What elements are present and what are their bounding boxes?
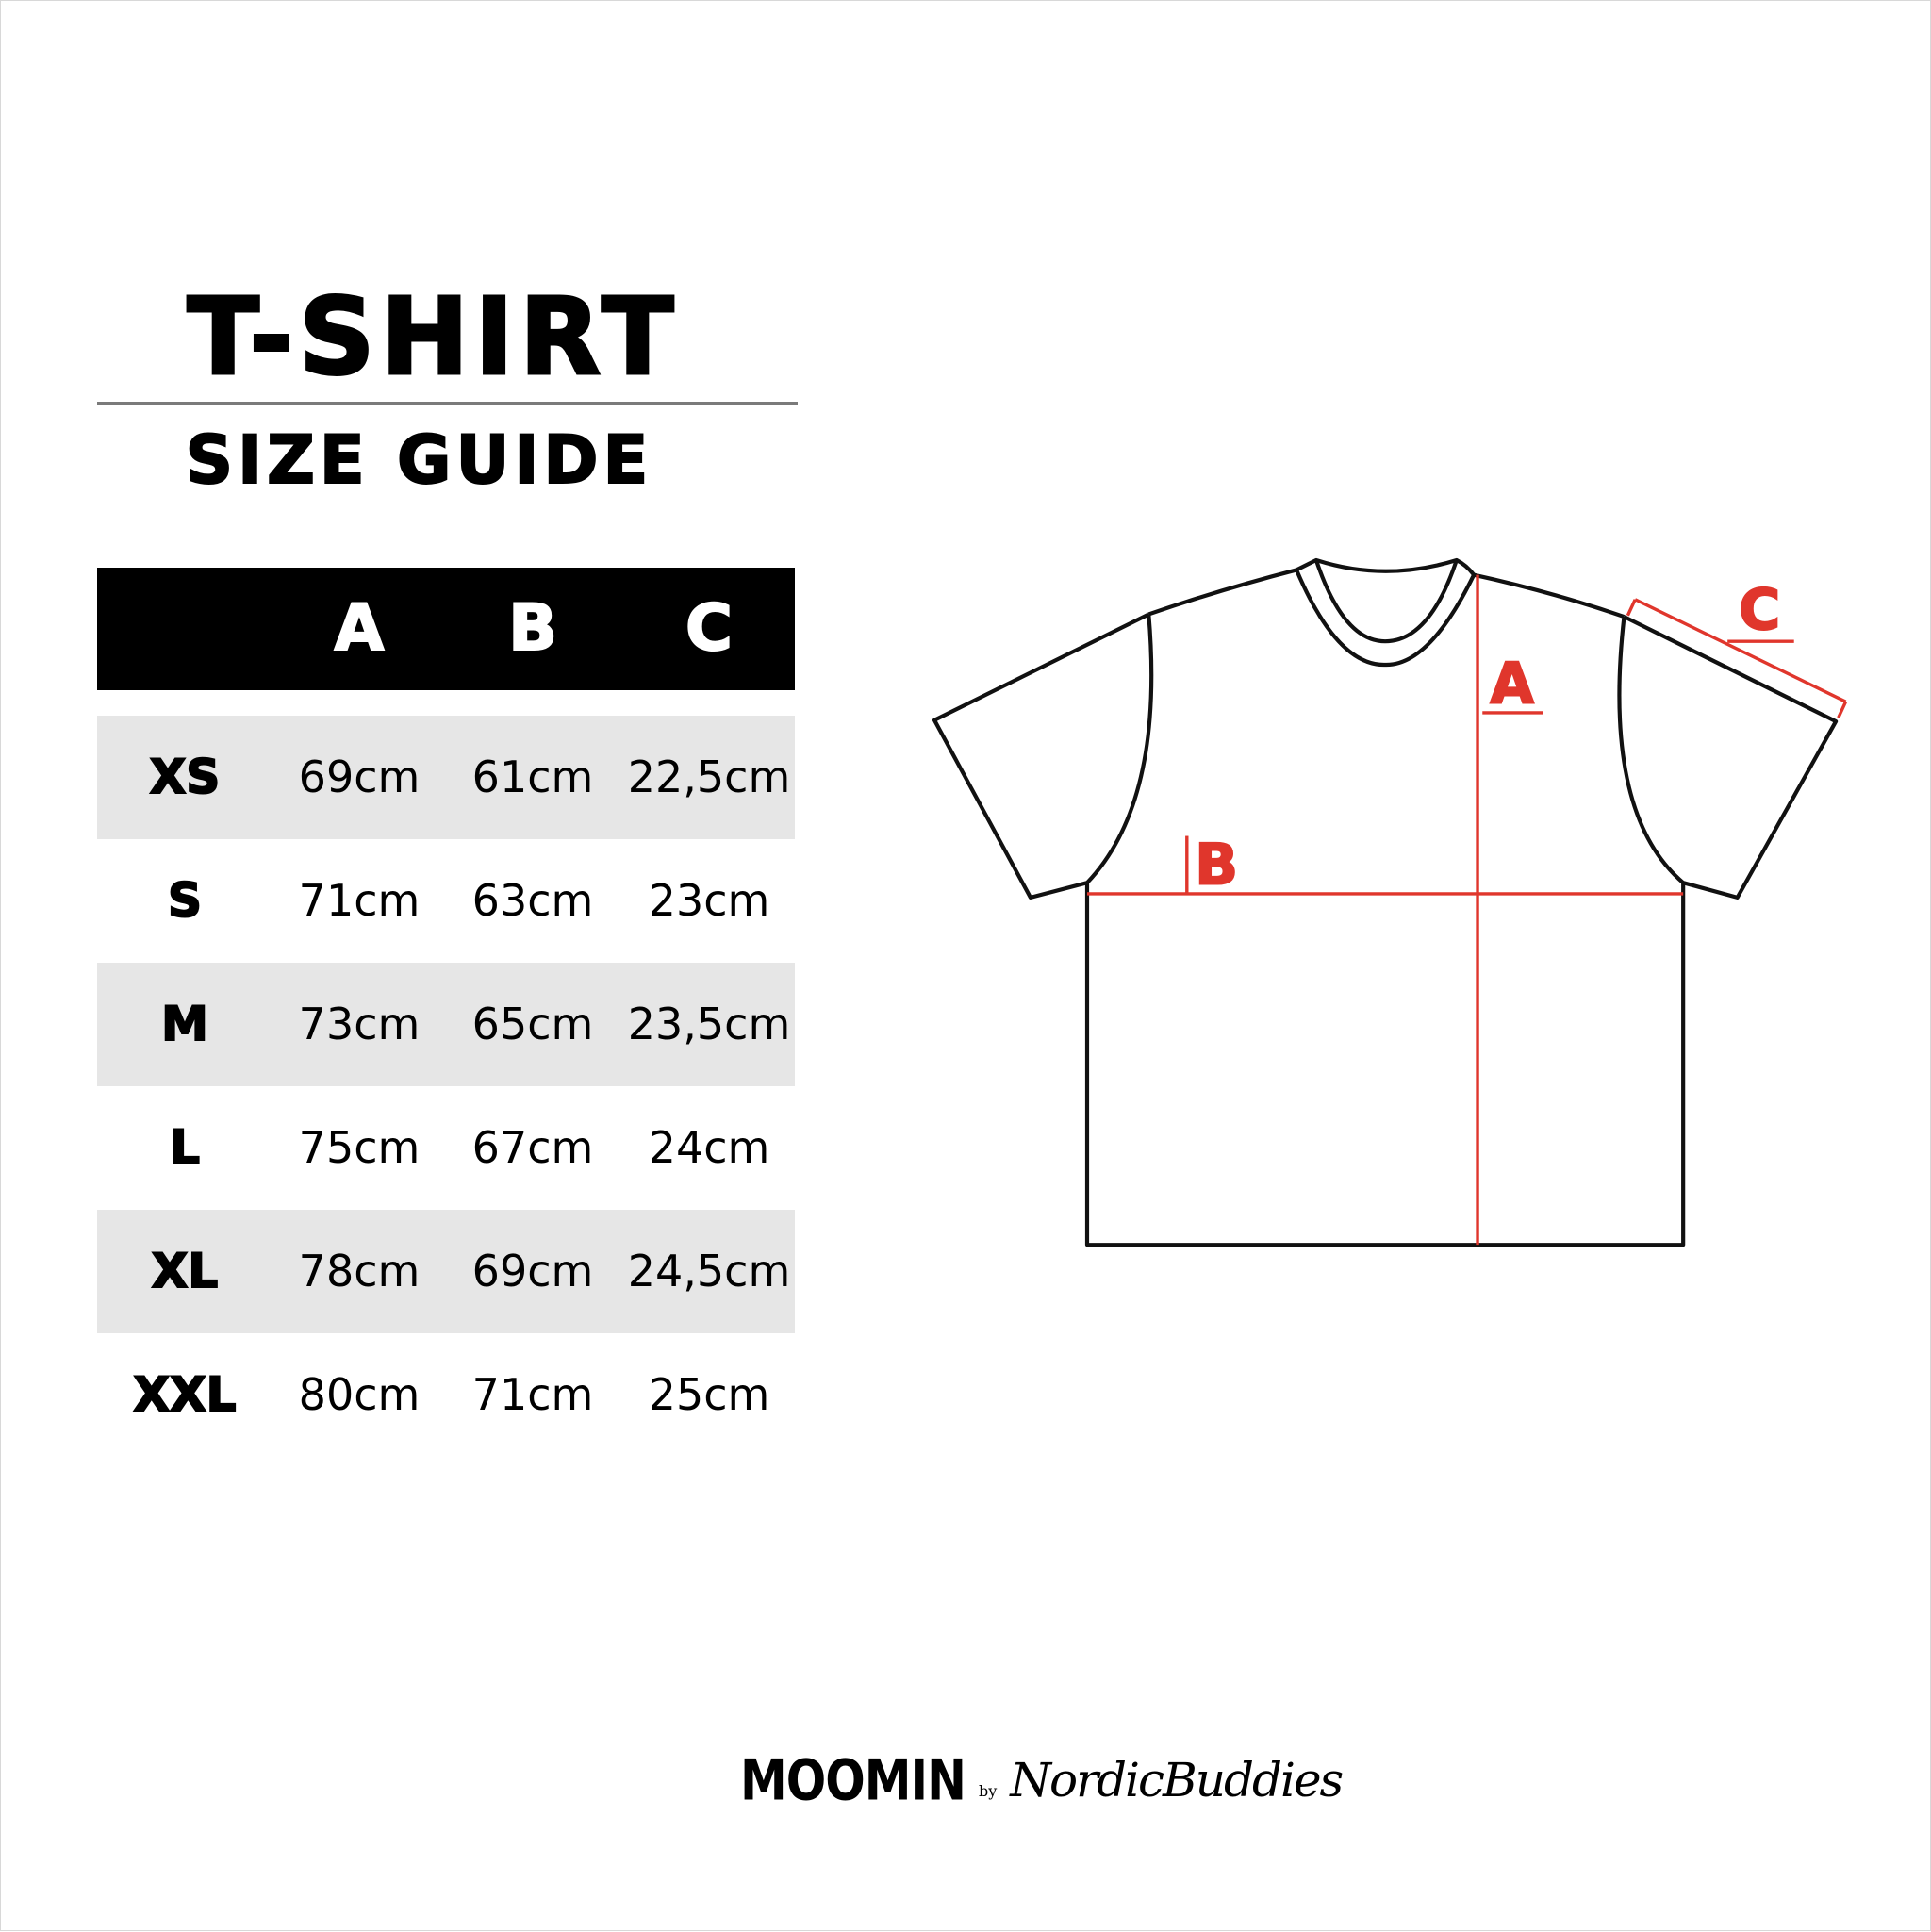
header-c: C [685,590,734,667]
size-table: A B C XS 69cm 61cm 22,5cm S 71cm 63cm 23cm M 73cm… [97,568,795,1457]
cell-c: 24,5cm [627,1246,791,1296]
cell-c: 23,5cm [627,999,791,1049]
cell-a: 73cm [298,999,421,1049]
table-row: XL 78cm 69cm 24,5cm [97,1210,795,1333]
cell-c: 22,5cm [627,751,791,802]
cell-a: 80cm [298,1369,421,1420]
cell-b: 61cm [471,751,594,802]
cell-c: 25cm [648,1369,770,1420]
title-divider [97,402,798,405]
cell-size: S [167,872,203,929]
cell-size: XS [149,749,222,805]
table-row: L 75cm 67cm 24cm [97,1086,795,1210]
header-a: A [334,590,386,667]
cell-b: 71cm [471,1369,594,1420]
cell-a: 75cm [298,1122,421,1173]
label-a: A [1490,651,1534,717]
cell-size: L [169,1119,201,1176]
label-c: C [1739,577,1780,643]
nordicbuddies-logo: NordicBuddies [1010,1753,1344,1808]
cell-b: 63cm [471,875,594,926]
label-b: B [1195,832,1238,898]
header-b: B [507,590,558,667]
tshirt-outline [932,557,1839,1247]
cell-b: 67cm [471,1122,594,1173]
logo-by: by [978,1782,998,1800]
cell-a: 71cm [298,875,421,926]
table-header: A B C [97,568,795,690]
table-row: S 71cm 63cm 23cm [97,839,795,963]
cell-c: 24cm [648,1122,770,1173]
table-row: M 73cm 65cm 23,5cm [97,963,795,1086]
moomin-logo: MOOMIN [740,1747,966,1813]
measurement-lines [1087,574,1848,1246]
cell-size: XL [151,1243,219,1299]
table-row: XS 69cm 61cm 22,5cm [97,716,795,839]
brand-logo: MOOMIN by NordicBuddies [740,1747,1344,1813]
cell-a: 69cm [298,751,421,802]
cell-b: 69cm [471,1246,594,1296]
cell-c: 23cm [648,875,770,926]
table-row: XXL 80cm 71cm 25cm [97,1333,795,1457]
cell-size: M [160,996,209,1052]
cell-a: 78cm [298,1246,421,1296]
page-subtitle: SIZE GUIDE [185,421,653,500]
page-title: T-SHIRT [186,275,680,401]
cell-size: XXL [133,1366,238,1423]
cell-b: 65cm [471,999,594,1049]
measure-c-line [1634,598,1847,703]
